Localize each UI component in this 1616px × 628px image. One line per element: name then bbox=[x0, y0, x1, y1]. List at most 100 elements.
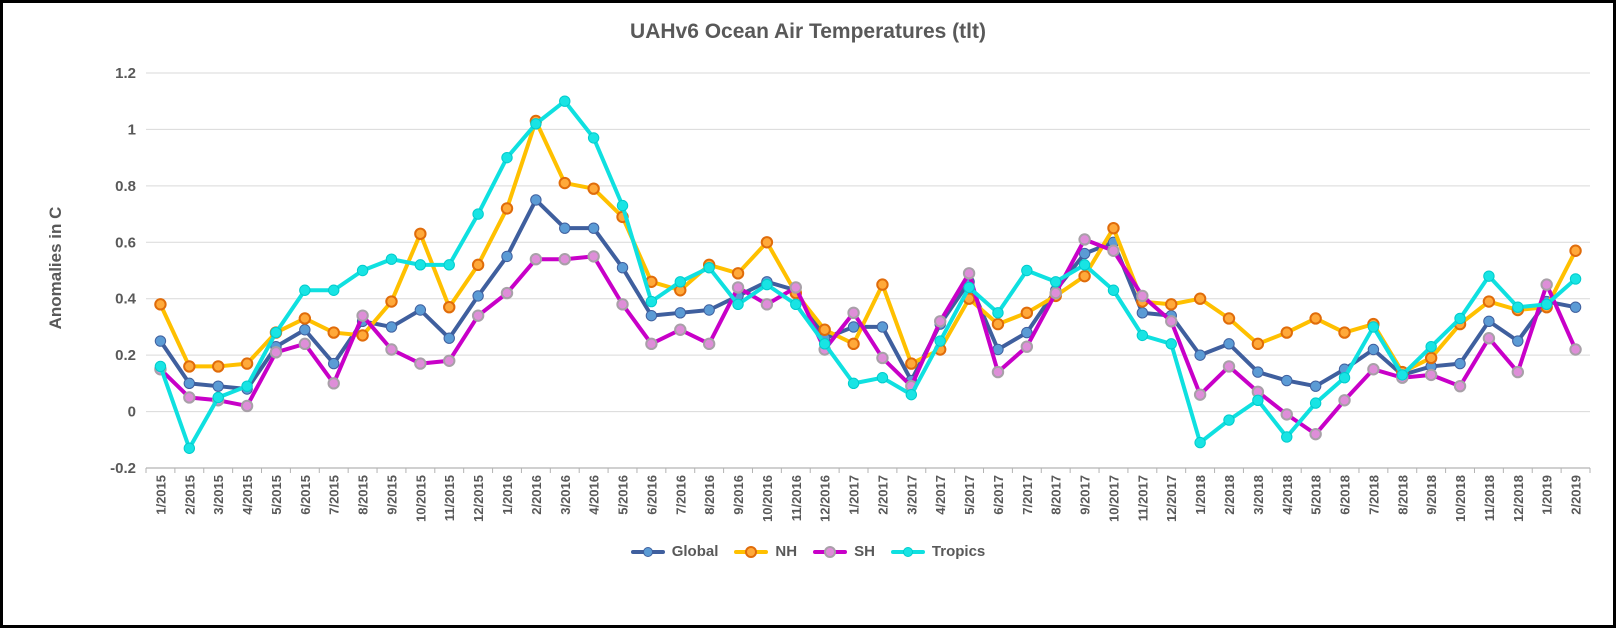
data-point-sh bbox=[1453, 379, 1467, 393]
data-point-global bbox=[1454, 357, 1466, 370]
data-point-global bbox=[1223, 338, 1235, 350]
x-tick-label: 6/2015 bbox=[298, 475, 313, 515]
legend-item-nh: NH bbox=[734, 543, 797, 560]
data-point-sh bbox=[298, 337, 312, 351]
data-point-sh bbox=[587, 250, 600, 263]
data-point-tropics bbox=[1165, 338, 1177, 350]
data-point-global bbox=[1281, 374, 1293, 387]
data-point-sh bbox=[1049, 286, 1062, 300]
legend-item-sh: SH bbox=[813, 543, 875, 560]
data-point-sh bbox=[1367, 363, 1380, 376]
x-tick-label: 4/2017 bbox=[933, 475, 948, 515]
data-point-nh bbox=[587, 182, 600, 195]
data-point-sh bbox=[414, 357, 427, 370]
data-point-tropics bbox=[1021, 264, 1033, 277]
data-point-nh bbox=[1338, 326, 1351, 339]
data-point-global bbox=[1367, 343, 1380, 356]
x-tick-label: 2/2016 bbox=[529, 475, 544, 515]
data-point-nh bbox=[731, 267, 745, 280]
data-point-sh bbox=[876, 351, 889, 365]
data-point-nh bbox=[1482, 295, 1496, 308]
data-point-tropics bbox=[1050, 276, 1062, 288]
data-point-nh bbox=[154, 298, 167, 311]
data-point-global bbox=[1309, 380, 1322, 392]
x-tick-label: 7/2016 bbox=[673, 475, 688, 515]
series-markers-tropics bbox=[154, 95, 1582, 454]
data-point-nh bbox=[1222, 312, 1236, 325]
data-point-nh bbox=[1424, 351, 1438, 365]
data-point-tropics bbox=[992, 307, 1004, 319]
x-tick-label: 10/2017 bbox=[1106, 475, 1121, 522]
x-tick-label: 2/2017 bbox=[875, 475, 890, 515]
data-point-tropics bbox=[732, 298, 744, 311]
data-point-sh bbox=[558, 253, 571, 266]
data-point-sh bbox=[1136, 289, 1149, 303]
data-point-tropics bbox=[847, 377, 860, 390]
x-tick-label: 1/2017 bbox=[847, 475, 862, 515]
data-point-sh bbox=[1222, 360, 1236, 373]
data-point-global bbox=[703, 304, 715, 316]
data-point-global bbox=[559, 222, 571, 234]
data-point-global bbox=[414, 304, 427, 316]
data-point-sh bbox=[1107, 244, 1120, 257]
data-point-tropics bbox=[1078, 259, 1091, 271]
data-point-tropics bbox=[530, 118, 542, 130]
data-point-global bbox=[876, 321, 889, 333]
data-point-tropics bbox=[616, 199, 629, 212]
data-point-nh bbox=[558, 176, 571, 190]
y-tick-label: 0 bbox=[128, 404, 136, 421]
data-point-sh bbox=[356, 309, 369, 322]
x-tick-label: 2/2019 bbox=[1569, 475, 1584, 515]
data-point-global bbox=[385, 321, 398, 333]
x-tick-label: 6/2018 bbox=[1338, 475, 1353, 515]
data-point-tropics bbox=[1281, 431, 1293, 443]
data-point-global bbox=[1194, 349, 1206, 361]
data-point-nh bbox=[905, 357, 918, 370]
x-tick-label: 12/2018 bbox=[1511, 475, 1526, 522]
x-tick-label: 2/2018 bbox=[1222, 475, 1237, 515]
data-point-nh bbox=[1569, 244, 1582, 257]
data-point-sh bbox=[1165, 315, 1178, 328]
data-point-nh bbox=[385, 295, 398, 308]
x-tick-label: 5/2015 bbox=[269, 475, 284, 515]
data-point-tropics bbox=[674, 276, 686, 288]
data-point-sh bbox=[674, 323, 687, 336]
data-point-tropics bbox=[299, 284, 311, 296]
data-point-global bbox=[530, 194, 542, 206]
x-tick-label: 3/2017 bbox=[904, 475, 919, 515]
series-markers-global bbox=[154, 194, 1582, 395]
data-point-tropics bbox=[1194, 436, 1206, 449]
data-point-nh bbox=[183, 360, 196, 373]
x-tick-label: 7/2018 bbox=[1366, 475, 1381, 515]
data-point-tropics bbox=[818, 338, 831, 350]
data-point-sh bbox=[1280, 408, 1293, 421]
series-line-global bbox=[158, 197, 1578, 391]
data-point-global bbox=[183, 377, 196, 390]
x-tick-label: 11/2018 bbox=[1482, 475, 1497, 521]
data-point-tropics bbox=[645, 295, 658, 308]
data-point-nh bbox=[471, 258, 485, 272]
data-point-nh bbox=[1193, 292, 1207, 305]
data-point-sh bbox=[702, 337, 716, 351]
data-point-global bbox=[501, 250, 513, 263]
data-point-global bbox=[674, 307, 686, 319]
chart-title: UAHv6 Ocean Air Temperatures (tlt) bbox=[630, 20, 986, 43]
data-point-tropics bbox=[559, 95, 571, 107]
data-point-sh bbox=[385, 343, 398, 356]
data-point-sh bbox=[240, 399, 254, 413]
data-point-nh bbox=[327, 326, 340, 339]
y-tick-label: 0.4 bbox=[115, 291, 137, 308]
data-point-tropics bbox=[1512, 301, 1524, 313]
data-point-sh bbox=[327, 377, 340, 390]
y-tick-label: 0.2 bbox=[115, 347, 136, 364]
data-point-nh bbox=[991, 317, 1005, 331]
data-point-nh bbox=[1251, 337, 1265, 351]
x-tick-label: 9/2018 bbox=[1424, 475, 1439, 515]
x-tick-label: 9/2017 bbox=[1078, 475, 1093, 515]
data-point-global bbox=[1483, 315, 1495, 327]
data-point-sh bbox=[1540, 278, 1553, 291]
x-tick-label: 4/2018 bbox=[1280, 475, 1295, 515]
data-point-tropics bbox=[212, 391, 224, 404]
data-point-sh bbox=[1193, 388, 1207, 401]
